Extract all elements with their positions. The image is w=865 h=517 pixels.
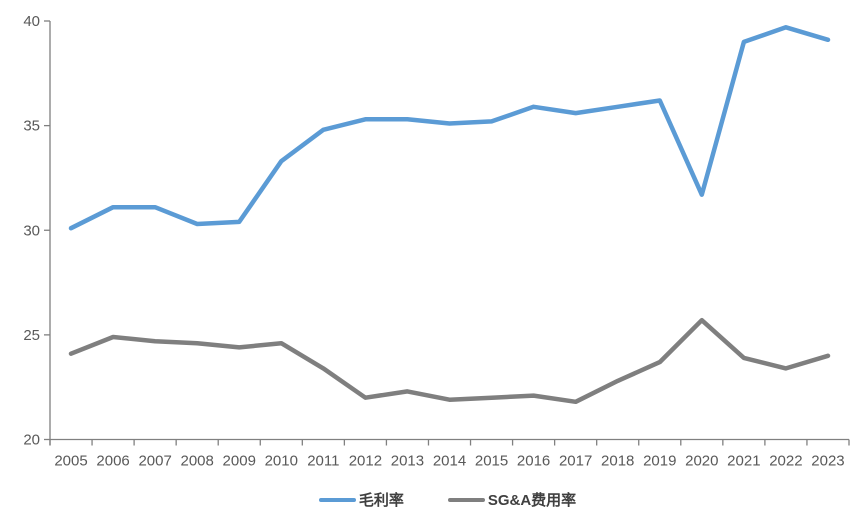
x-tick-label: 2008 — [180, 453, 213, 470]
x-tick-label: 2009 — [223, 453, 256, 470]
x-tick-label: 2013 — [391, 453, 424, 470]
x-tick-label: 2023 — [811, 453, 844, 470]
x-tick-label: 2012 — [349, 453, 382, 470]
tick-labels: 40 35 30 25 20 2005 2006 2007 2008 2009 2010 2011 20… — [23, 13, 844, 470]
axes — [44, 20, 850, 446]
x-tick-label: 2021 — [727, 453, 760, 470]
gross-margin-line-swatch — [318, 497, 356, 503]
sga-expense-legend-label: SG&A费用率 — [487, 491, 577, 509]
x-tick-label: 2015 — [475, 453, 508, 470]
sga-expense-line — [68, 317, 831, 405]
y-tick-label: 30 — [23, 222, 40, 239]
x-tick-label: 2019 — [643, 453, 676, 470]
legend-item-gross-margin: 毛利率 — [318, 491, 404, 509]
y-tick-label: 40 — [23, 13, 40, 30]
x-tick-label: 2010 — [265, 453, 298, 470]
y-tick-label: 20 — [23, 432, 40, 449]
chart-legend: 毛利率 SG&A费用率 — [30, 489, 865, 511]
legend-item-sga-expense: SG&A费用率 — [447, 491, 577, 509]
x-tick-label: 2011 — [307, 453, 339, 470]
y-tick-label: 25 — [23, 327, 40, 344]
x-tick-label: 2007 — [138, 453, 171, 470]
x-tick-label: 2005 — [54, 453, 87, 470]
x-tick-label: 2018 — [601, 453, 634, 470]
x-tick-label: 2014 — [433, 453, 466, 470]
gross-margin-legend-label: 毛利率 — [358, 491, 404, 509]
gross-margin-line — [68, 25, 831, 231]
sga-expense-line-swatch — [447, 497, 485, 503]
x-tick-label: 2017 — [559, 453, 592, 470]
x-tick-label: 2020 — [685, 453, 718, 470]
x-tick-label: 2006 — [96, 453, 129, 470]
x-tick-label: 2016 — [517, 453, 550, 470]
data-series — [68, 25, 831, 405]
y-tick-label: 35 — [23, 118, 40, 135]
x-tick-label: 2022 — [769, 453, 802, 470]
